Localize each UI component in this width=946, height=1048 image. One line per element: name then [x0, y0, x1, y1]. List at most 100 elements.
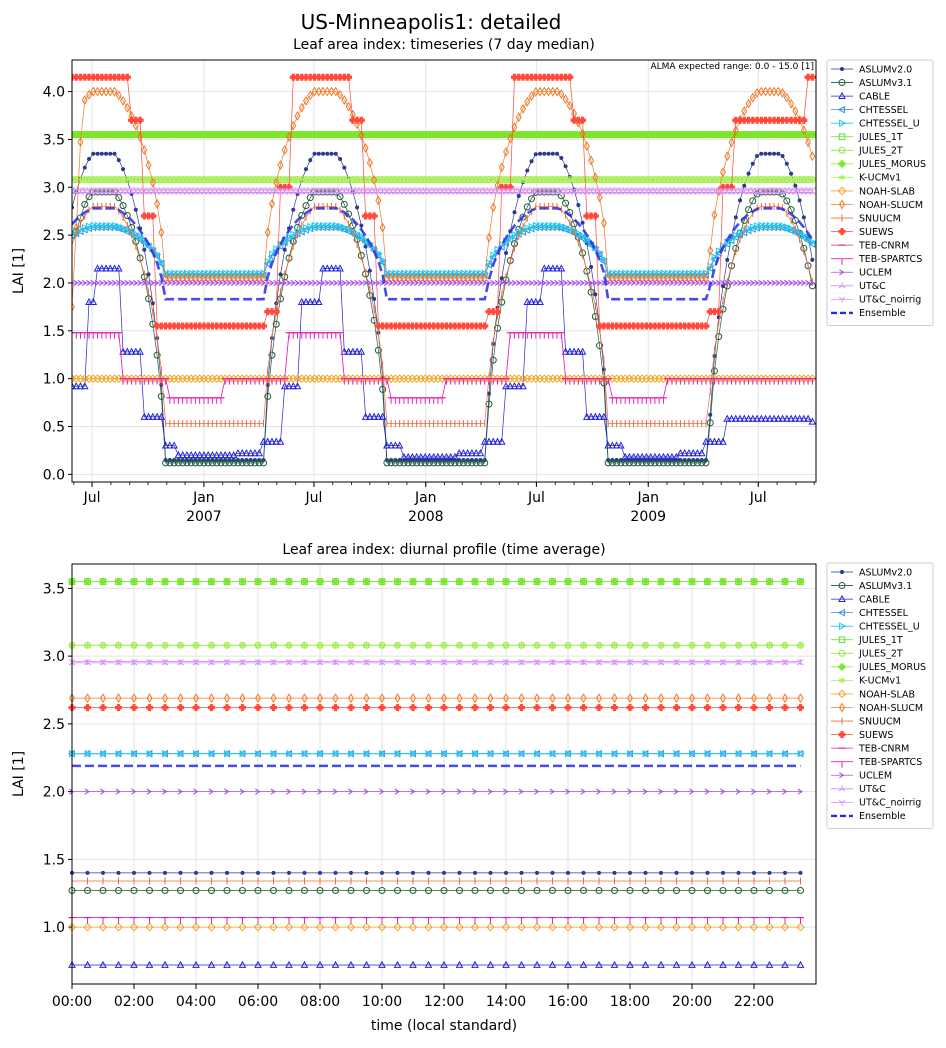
data-point	[524, 96, 531, 107]
data-point	[317, 693, 323, 704]
data-point	[363, 788, 369, 795]
x-tick-label: 08:00	[300, 994, 340, 1010]
data-point	[503, 870, 508, 875]
data-point	[378, 578, 386, 586]
data-point	[548, 922, 557, 932]
data-point	[344, 227, 352, 236]
data-point	[490, 251, 498, 260]
data-point	[554, 86, 561, 97]
legend-label: JULES_1T	[858, 635, 903, 646]
data-point	[464, 279, 471, 287]
data-point	[488, 870, 493, 875]
data-point	[374, 412, 383, 420]
data-point	[115, 642, 122, 649]
data-point	[191, 450, 200, 459]
data-point	[371, 244, 379, 253]
data-point	[676, 459, 684, 467]
data-point	[226, 279, 232, 287]
data-point	[120, 224, 128, 232]
series-CHTESSEL_U	[72, 221, 816, 278]
data-point	[420, 271, 429, 280]
data-point	[733, 215, 738, 220]
x-tick-label: Jan	[192, 490, 215, 506]
data-point	[298, 279, 305, 287]
data-point	[533, 960, 541, 968]
data-point	[116, 158, 121, 163]
legend-box	[826, 562, 934, 829]
data-point	[711, 209, 718, 220]
data-point	[291, 207, 296, 212]
data-point	[735, 578, 742, 586]
data-point	[383, 279, 390, 287]
legend-marker	[838, 731, 846, 739]
data-point	[410, 749, 418, 758]
data-point	[658, 749, 666, 758]
data-point	[361, 412, 370, 420]
data-point	[323, 264, 332, 272]
data-point	[596, 749, 604, 758]
data-point	[738, 198, 743, 203]
data-point	[87, 157, 92, 162]
data-point	[534, 749, 542, 758]
data-point	[473, 279, 479, 287]
data-point	[316, 887, 324, 895]
legend-entry: CHTESSEL_U	[831, 622, 920, 633]
data-point	[300, 922, 309, 932]
data-point	[370, 412, 378, 420]
data-point	[130, 578, 138, 586]
data-point	[276, 295, 284, 303]
data-point	[673, 704, 680, 712]
data-point	[293, 382, 302, 390]
data-point	[99, 578, 107, 586]
data-point	[748, 414, 757, 422]
data-point	[749, 92, 756, 103]
data-point	[715, 247, 724, 255]
data-point	[346, 922, 356, 932]
data-point	[625, 922, 635, 932]
legend-entry: TEB-CNRM	[831, 743, 909, 754]
data-point	[805, 234, 813, 243]
data-point	[422, 279, 428, 287]
data-point	[750, 960, 758, 968]
data-point	[642, 578, 649, 586]
data-point	[358, 279, 364, 287]
data-point	[286, 788, 292, 795]
data-point	[76, 382, 85, 390]
data-point	[254, 642, 262, 649]
data-point	[626, 642, 634, 649]
data-point	[362, 960, 371, 968]
data-point	[771, 279, 777, 287]
data-point	[100, 693, 106, 704]
data-point	[106, 223, 114, 232]
data-point	[781, 887, 789, 895]
series-TEB-SPARTCS	[72, 332, 813, 404]
data-point	[471, 271, 480, 280]
data-point	[207, 960, 216, 968]
diurnal-title: Leaf area index: diurnal profile (time a…	[282, 542, 605, 558]
data-point	[580, 704, 587, 712]
data-point	[145, 295, 153, 303]
data-point	[704, 749, 712, 758]
data-point	[328, 86, 335, 97]
data-point	[83, 922, 92, 932]
data-point	[676, 449, 685, 457]
data-point	[680, 449, 689, 457]
data-point	[107, 221, 115, 230]
data-point	[225, 271, 233, 280]
data-point	[311, 86, 318, 97]
data-point	[103, 221, 111, 230]
data-point	[583, 279, 590, 287]
data-point	[301, 659, 308, 666]
data-point	[800, 116, 808, 124]
data-point	[487, 659, 494, 666]
data-point	[440, 659, 448, 666]
data-point	[341, 223, 349, 232]
data-point	[595, 642, 603, 649]
data-point	[751, 870, 756, 875]
data-point	[315, 221, 324, 230]
timeseries-axes: Leaf area index: timeseries (7 day media…	[11, 37, 817, 525]
data-point	[740, 414, 749, 422]
data-point	[642, 452, 651, 461]
data-point	[246, 271, 254, 280]
data-point	[301, 642, 308, 649]
